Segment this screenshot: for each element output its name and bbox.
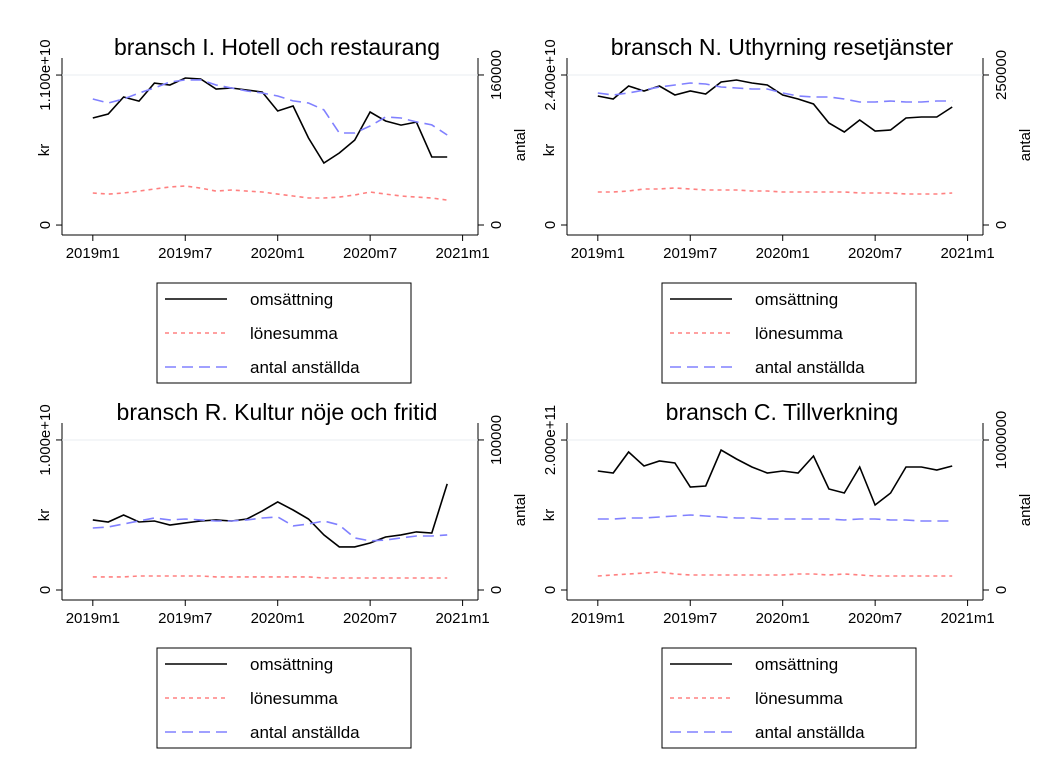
x-tick-label: 2021m1 xyxy=(435,610,489,627)
series-line xyxy=(92,79,448,136)
y2-tick-label: 100000 xyxy=(488,415,505,465)
legend-label: lönesumma xyxy=(755,324,843,343)
series-line xyxy=(597,79,953,133)
chart-title: bransch N. Uthyrning resetjänster xyxy=(611,34,954,60)
y2-tick-label: 0 xyxy=(993,221,1010,229)
y-axis-title: kr xyxy=(36,144,53,157)
y2-axis-title: antal xyxy=(512,494,529,527)
y-tick-label: 2.000e+11 xyxy=(542,405,559,475)
x-tick-label: 2019m7 xyxy=(158,610,212,627)
x-tick-label: 2020m1 xyxy=(251,245,305,262)
y-axis-title: kr xyxy=(541,509,558,522)
x-tick-label: 2021m1 xyxy=(940,610,994,627)
series-line xyxy=(92,483,448,548)
x-tick-label: 2021m1 xyxy=(435,245,489,262)
series-line xyxy=(92,77,448,165)
y2-tick-label: 0 xyxy=(488,221,505,229)
x-tick-label: 2020m7 xyxy=(343,245,397,262)
panel: bransch R. Kultur nöje och fritid 0 1.000e… xyxy=(36,399,529,749)
x-tick-label: 2020m1 xyxy=(251,610,305,627)
x-tick-label: 2019m7 xyxy=(663,245,717,262)
y2-axis-title: antal xyxy=(512,129,529,162)
panel: bransch C. Tillverkning 0 2.000e+11 0 100000… xyxy=(541,399,1034,749)
legend-label: antal anställda xyxy=(755,358,865,377)
x-tick-label: 2020m7 xyxy=(848,245,902,262)
series-line xyxy=(597,571,953,577)
series-line xyxy=(92,185,448,201)
x-tick-label: 2019m1 xyxy=(66,610,120,627)
y2-tick-label: 250000 xyxy=(993,50,1010,100)
legend-label: antal anställda xyxy=(755,723,865,742)
y2-tick-label: 160000 xyxy=(488,50,505,100)
y-axis-title: kr xyxy=(541,144,558,157)
y2-axis-title: antal xyxy=(1017,494,1034,527)
chart-title: bransch R. Kultur nöje och fritid xyxy=(117,399,438,425)
y-tick-label: 0 xyxy=(37,586,54,594)
x-tick-label: 2020m1 xyxy=(756,245,810,262)
legend-label: lönesumma xyxy=(250,689,338,708)
y2-tick-label: 0 xyxy=(488,586,505,594)
x-tick-label: 2021m1 xyxy=(940,245,994,262)
panel: bransch I. Hotell och restaurang 0 1.100e+… xyxy=(36,34,529,384)
y-axis-title: kr xyxy=(36,509,53,522)
x-tick-label: 2019m1 xyxy=(66,245,120,262)
x-tick-label: 2019m7 xyxy=(158,245,212,262)
legend-label: lönesumma xyxy=(755,689,843,708)
chart-title: bransch C. Tillverkning xyxy=(666,399,899,425)
x-tick-label: 2019m1 xyxy=(571,245,625,262)
x-tick-label: 2020m7 xyxy=(343,610,397,627)
panel: bransch N. Uthyrning resetjänster 0 2.400e… xyxy=(541,34,1034,384)
y2-axis-title: antal xyxy=(1017,129,1034,162)
series-line xyxy=(92,516,448,542)
y2-tick-label: 1000000 xyxy=(993,411,1010,469)
y-tick-label: 0 xyxy=(542,221,559,229)
series-line xyxy=(92,575,448,579)
y-tick-label: 0 xyxy=(37,221,54,229)
legend-label: omsättning xyxy=(250,655,333,674)
y-tick-label: 0 xyxy=(542,586,559,594)
legend-label: lönesumma xyxy=(250,324,338,343)
legend-label: omsättning xyxy=(250,290,333,309)
chart-title: bransch I. Hotell och restaurang xyxy=(114,34,440,60)
series-line xyxy=(597,448,953,507)
y-tick-label: 2.400e+10 xyxy=(542,39,559,110)
x-tick-label: 2020m7 xyxy=(848,610,902,627)
legend-label: antal anställda xyxy=(250,723,360,742)
x-tick-label: 2019m1 xyxy=(571,610,625,627)
y-tick-label: 1.100e+10 xyxy=(37,39,54,110)
x-tick-label: 2020m1 xyxy=(756,610,810,627)
series-line xyxy=(597,82,953,103)
legend-label: omsättning xyxy=(755,290,838,309)
legend-label: antal anställda xyxy=(250,358,360,377)
y-tick-label: 1.000e+10 xyxy=(37,404,54,475)
series-line xyxy=(597,514,953,522)
x-tick-label: 2019m7 xyxy=(663,610,717,627)
legend-label: omsättning xyxy=(755,655,838,674)
series-line xyxy=(597,187,953,195)
y2-tick-label: 0 xyxy=(993,586,1010,594)
